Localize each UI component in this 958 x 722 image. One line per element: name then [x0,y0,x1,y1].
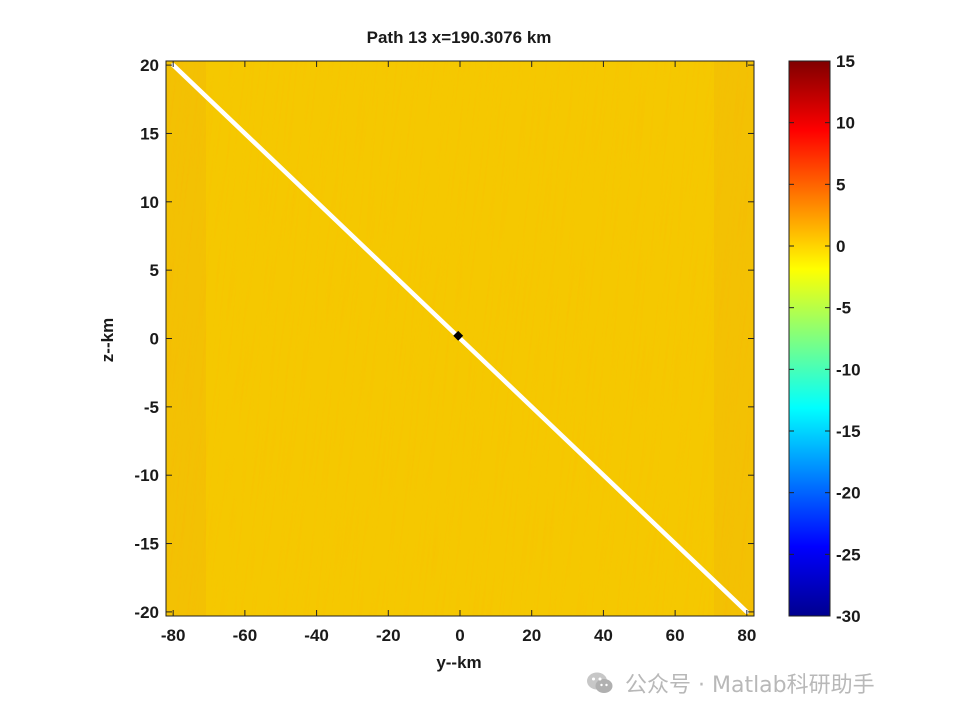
x-tick-label: -80 [161,626,186,645]
x-tick-label: -40 [304,626,329,645]
chart-title: Path 13 x=190.3076 km [367,28,552,47]
colorbar-tick-label: -20 [836,484,861,503]
colorbar-tick-label: -30 [836,607,861,626]
x-tick-label: -20 [376,626,401,645]
y-tick-label: 20 [140,56,159,75]
x-axis-label: y--km [436,653,481,672]
colorbar-tick-label: 15 [836,52,855,71]
plot-area [165,60,755,617]
colorbar-tick-label: -10 [836,360,861,379]
x-tick-label: -60 [233,626,258,645]
x-tick-label: 40 [594,626,613,645]
colorbar-gradient [788,60,831,617]
colorbar-tick-label: 0 [836,237,845,256]
y-tick-label: -10 [134,466,159,485]
x-tick-label: 80 [737,626,756,645]
y-tick-label: -15 [134,535,159,554]
y-tick-label: 5 [150,261,159,280]
x-axis-ticks: -80 -60 -40 -20 0 20 40 60 80 [161,61,756,645]
center-marker [453,330,464,341]
y-tick-label: -20 [134,603,159,622]
watermark: 公众号 · Matlab科研助手 [585,668,875,698]
wechat-icon [587,672,613,693]
colorbar-tick-label: -25 [836,545,861,564]
watermark-text: 公众号 · Matlab科研助手 [625,673,875,698]
colorbar-ticks: 15 10 5 0 -5 -10 -15 -20 -25 -30 [789,52,861,626]
colorbar-tick-label: -5 [836,299,851,318]
y-axis-label: z--km [98,318,117,362]
heatmap-texture [166,61,754,616]
y-tick-label: 10 [140,193,159,212]
y-tick-label: 0 [150,330,159,349]
y-axis-ticks: -20 -15 -10 -5 0 5 10 15 20 [134,56,754,622]
colorbar: 15 10 5 0 -5 -10 -15 -20 -25 -30 [788,52,861,626]
y-tick-label: 15 [140,124,159,143]
x-tick-label: 0 [455,626,464,645]
colorbar-tick-label: -15 [836,422,861,441]
x-tick-label: 60 [666,626,685,645]
colorbar-tick-label: 10 [836,114,855,133]
y-tick-label: -5 [144,398,159,417]
x-tick-label: 20 [522,626,541,645]
colorbar-tick-label: 5 [836,175,845,194]
